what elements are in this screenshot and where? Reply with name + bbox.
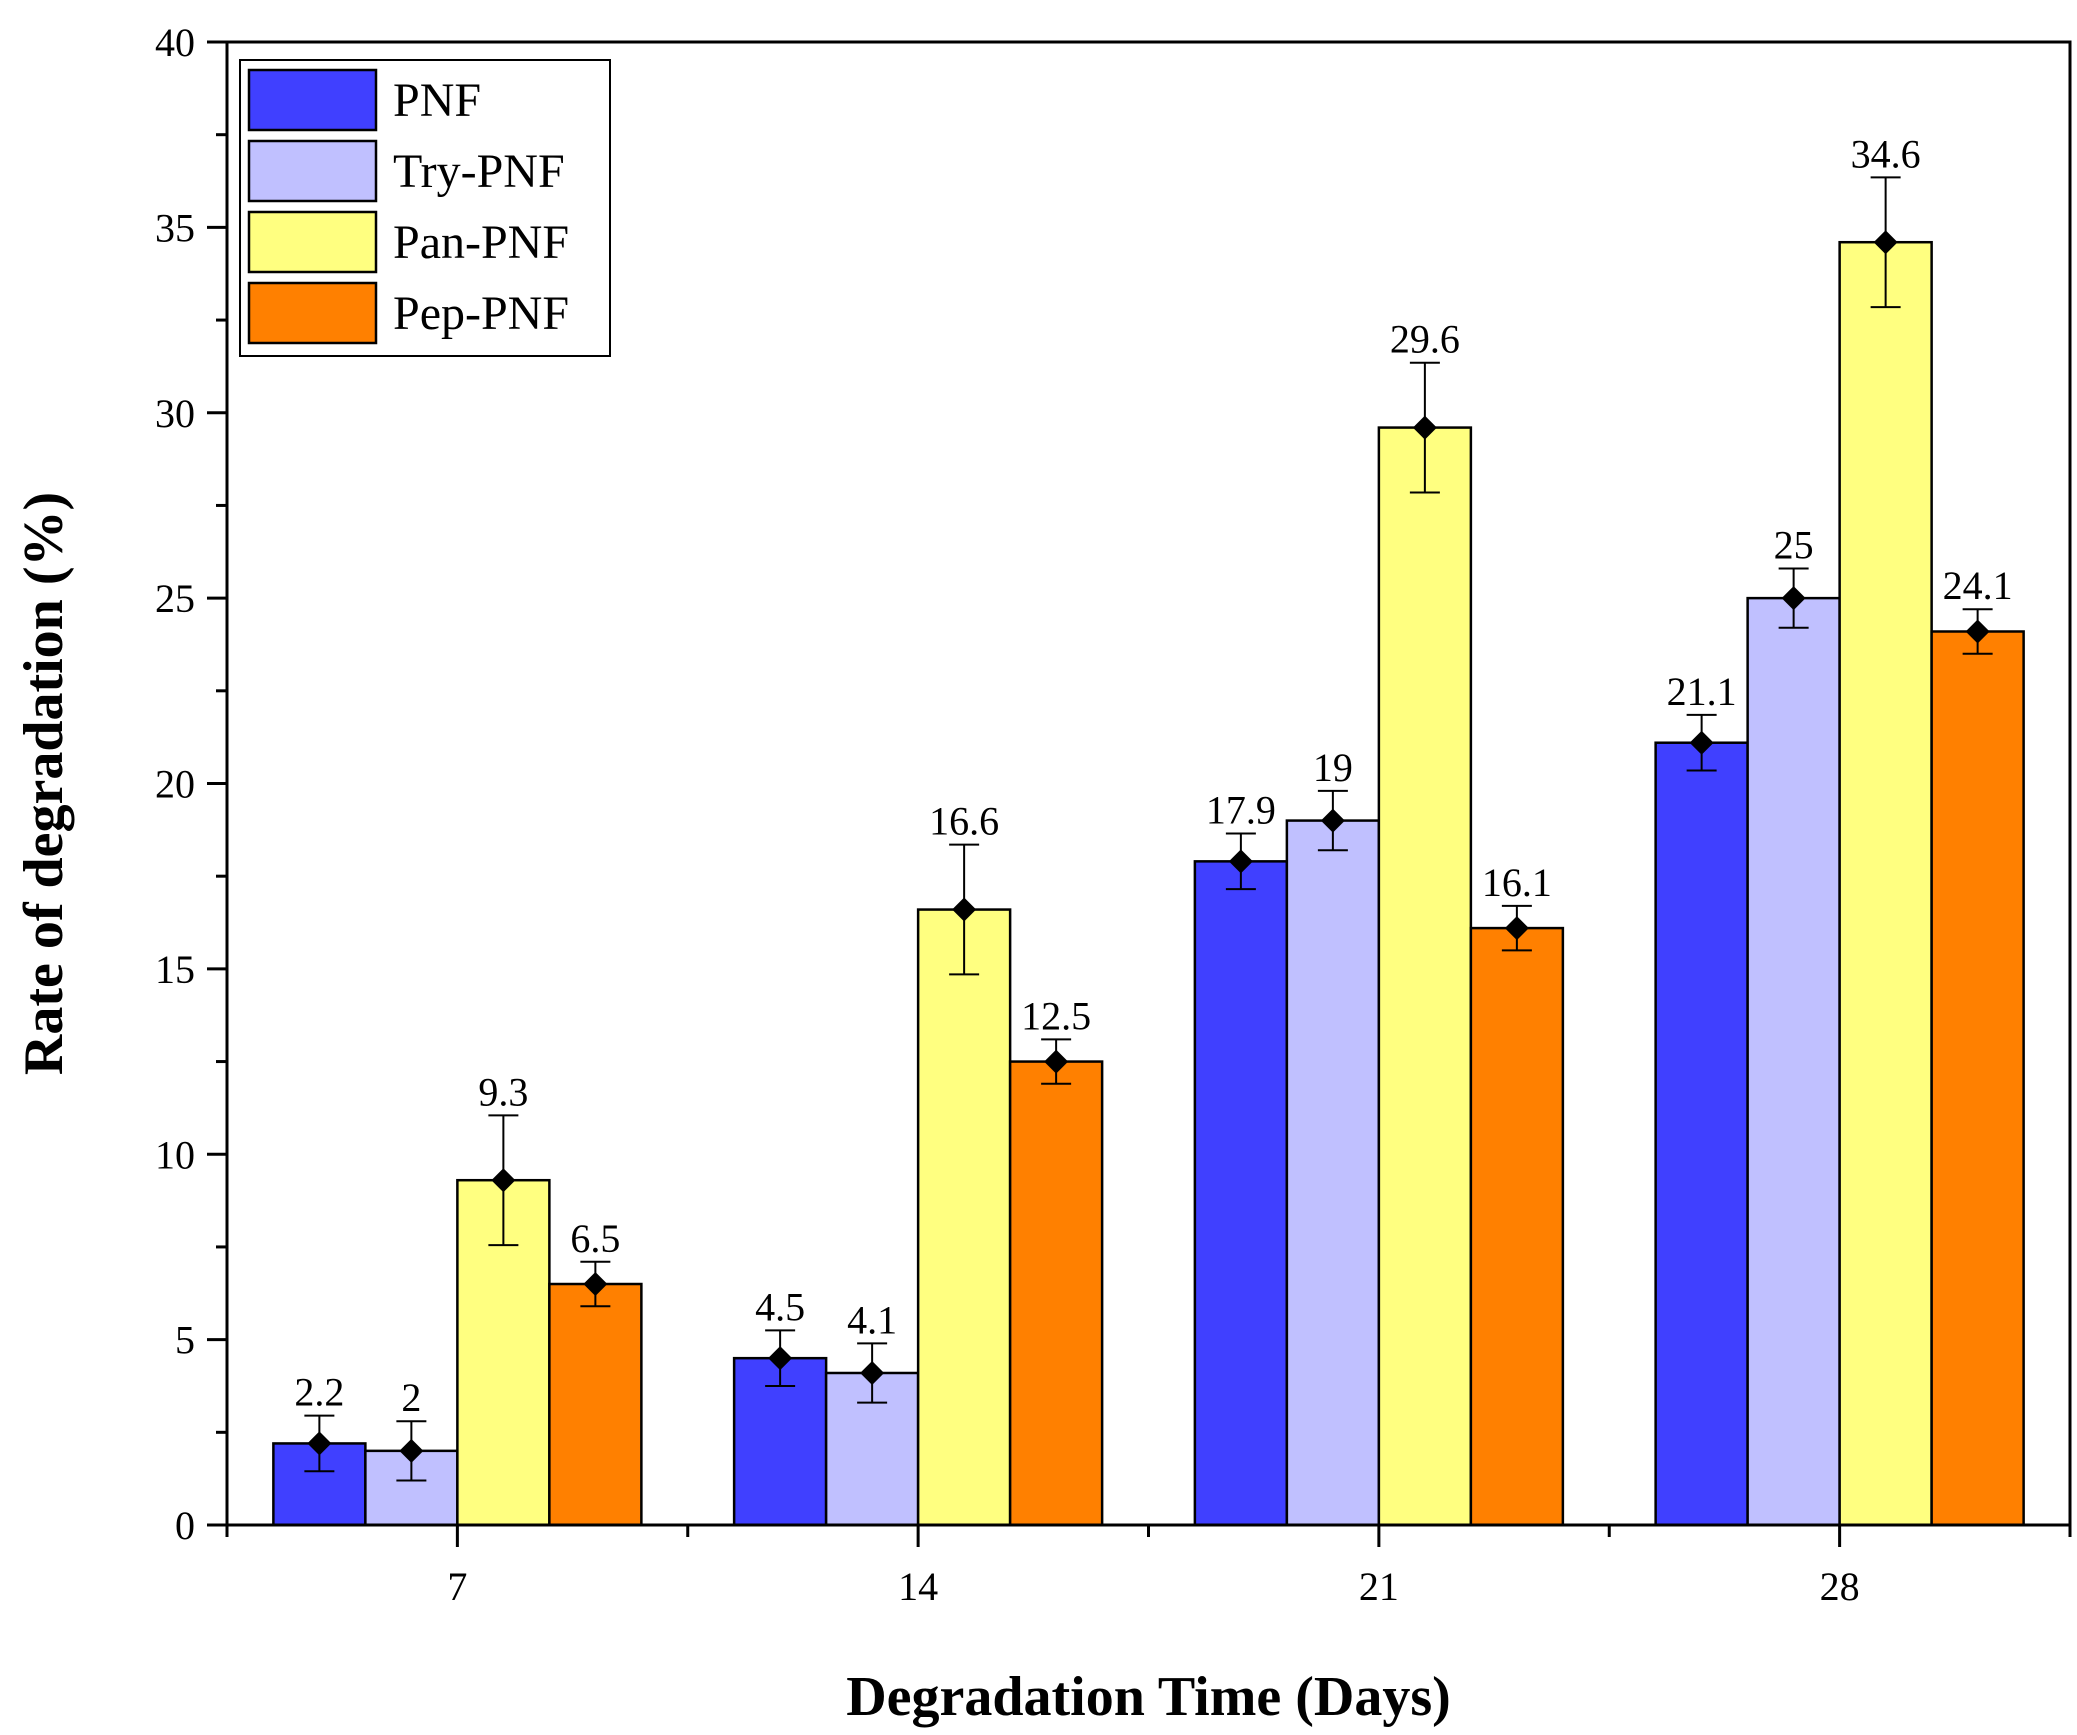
mean-marker-try-pnf-14 [860,1360,885,1385]
mean-marker-pan-pnf-28 [1873,230,1898,255]
data-label-try-pnf-28: 25 [1774,522,1814,567]
y-tick-label: 10 [155,1132,195,1177]
bars-layer [272,240,2025,1527]
data-label-pnf-7: 2.2 [294,1370,344,1415]
y-tick-label: 15 [155,947,195,992]
y-tick-label: 35 [155,205,195,250]
mean-marker-try-pnf-7 [399,1438,424,1463]
data-label-pan-pnf-28: 34.6 [1851,131,1921,176]
data-label-pan-pnf-7: 9.3 [478,1069,528,1114]
x-tick-label-14: 14 [898,1564,938,1609]
x-tick-label-21: 21 [1359,1564,1399,1609]
mean-marker-pnf-21 [1228,849,1253,874]
legend-swatch-pan-pnf [247,210,378,274]
data-label-pan-pnf-14: 16.6 [929,799,999,844]
bar-pep-pnf-14 [1008,1060,1104,1527]
ticks-layer: 0 5 10 15 20 25 30 35 40 7 14 21 28 [155,20,2072,1609]
mean-marker-pan-pnf-21 [1412,415,1437,440]
y-tick-label: 0 [175,1503,195,1548]
data-label-pep-pnf-28: 24.1 [1943,563,2013,608]
y-tick-label: 30 [155,391,195,436]
x-tick-label-7: 7 [447,1564,467,1609]
data-label-try-pnf-21: 19 [1313,745,1353,790]
markers-layer [307,230,1990,1463]
bar-pep-pnf-7 [548,1282,643,1527]
data-label-pep-pnf-7: 6.5 [570,1216,620,1261]
data-label-pnf-28: 21.1 [1667,669,1737,714]
y-tick-label: 5 [175,1318,195,1363]
legend-label-pnf: PNF [393,74,481,127]
data-label-pan-pnf-21: 29.6 [1390,317,1460,362]
data-label-pep-pnf-21: 16.1 [1482,860,1552,905]
mean-marker-pep-pnf-28 [1965,619,1990,644]
y-axis-title: Rate of degradation (%) [13,492,75,1075]
legend-swatch-pnf [247,68,378,132]
bar-pan-pnf-14 [916,908,1012,1527]
data-label-pnf-14: 4.5 [755,1284,805,1329]
x-tick-label-28: 28 [1820,1564,1860,1609]
mean-marker-pep-pnf-7 [583,1272,608,1297]
mean-marker-try-pnf-28 [1781,586,1806,611]
legend-label-pan-pnf: Pan-PNF [393,216,569,269]
data-label-try-pnf-7: 2 [401,1375,421,1420]
y-tick-label: 25 [155,576,195,621]
bar-try-pnf-21 [1285,819,1381,1527]
y-tick-label: 40 [155,20,195,65]
mean-marker-pnf-7 [307,1431,332,1456]
legend-label-pep-pnf: Pep-PNF [393,287,569,340]
bar-try-pnf-28 [1746,596,1841,1527]
mean-marker-pep-pnf-21 [1504,916,1529,941]
bar-pep-pnf-21 [1469,926,1565,1527]
mean-marker-try-pnf-21 [1320,808,1345,833]
mean-marker-pnf-28 [1689,730,1714,755]
bar-pnf-21 [1193,860,1289,1527]
data-label-pnf-21: 17.9 [1206,788,1276,833]
mean-marker-pan-pnf-14 [952,897,977,922]
mean-marker-pan-pnf-7 [491,1168,516,1193]
legend-swatch-try-pnf [247,139,378,203]
bar-pep-pnf-28 [1930,630,2025,1527]
data-label-pep-pnf-14: 12.5 [1021,993,1091,1038]
y-tick-label: 20 [155,762,195,807]
legend-label-try-pnf: Try-PNF [393,145,565,198]
legend: PNF Try-PNF Pan-PNF Pep-PNF [239,59,611,357]
x-axis-title: Degradation Time (Days) [846,1666,1451,1728]
mean-marker-pnf-14 [768,1346,793,1371]
bar-pan-pnf-28 [1838,240,1933,1527]
bar-pnf-28 [1654,741,1749,1527]
legend-swatch-pep-pnf [247,281,378,345]
bar-pan-pnf-21 [1377,426,1473,1527]
data-label-try-pnf-14: 4.1 [847,1297,897,1342]
data-labels-layer: 2.2 2 9.3 6.5 4.5 4.1 16.6 12.5 17.9 19 29.6 16.1 21… [294,131,2012,1420]
mean-marker-pep-pnf-14 [1044,1049,1069,1074]
